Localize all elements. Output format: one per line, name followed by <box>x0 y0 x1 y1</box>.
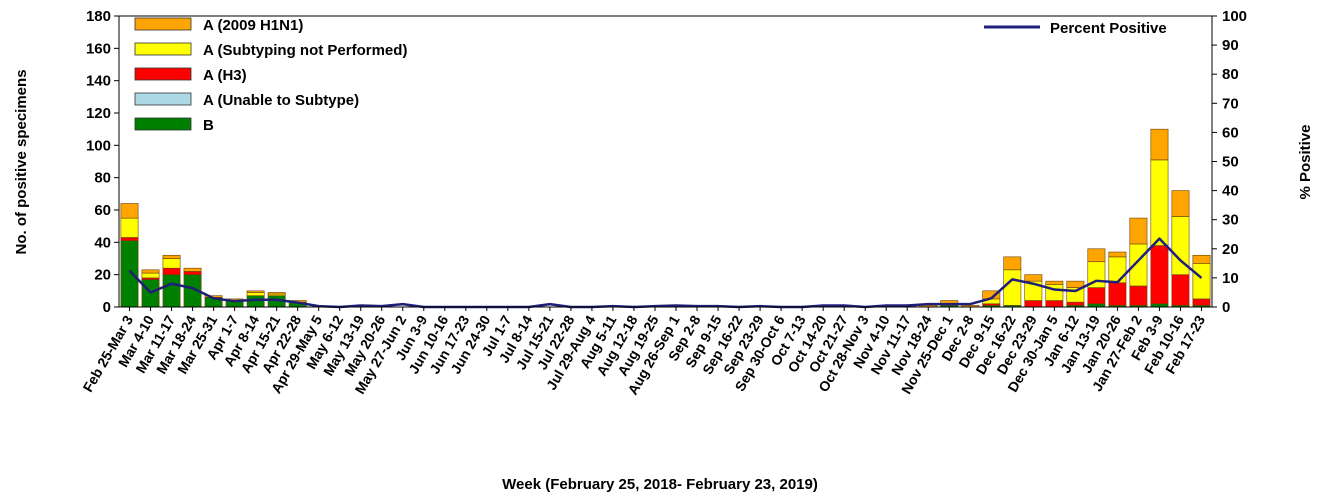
bar-segment <box>183 267 202 272</box>
bar-segment <box>1129 217 1148 245</box>
bar-segment <box>120 240 139 308</box>
bar-segment <box>141 272 160 279</box>
bar-segment <box>183 271 202 275</box>
bar-segment <box>1192 254 1211 264</box>
y-tick-label: 60 <box>94 202 111 219</box>
bar-segment <box>1192 298 1211 306</box>
bar-segment <box>141 269 160 274</box>
bar-segment <box>1192 263 1211 300</box>
legend-swatch <box>134 67 192 81</box>
bar-segment <box>162 274 181 308</box>
legend-swatch <box>134 17 192 31</box>
percent-positive-line-group <box>128 237 1203 309</box>
bar-segment <box>1024 300 1043 308</box>
legend: A (2009 H1N1) A (Subtyping not Performed)… <box>134 17 1167 134</box>
y-tick-label: 80 <box>94 170 111 187</box>
bar-segment <box>267 292 286 295</box>
y2-tick-label: 90 <box>1222 37 1239 54</box>
bar-segment <box>162 267 181 275</box>
bar-segment <box>1108 256 1127 284</box>
legend-label: A (2009 H1N1) <box>203 17 303 34</box>
legend-line-label: Percent Positive <box>1050 20 1167 37</box>
bar-segment <box>1066 280 1085 288</box>
y-axis-title: No. of positive specimens <box>13 69 30 254</box>
legend-swatch <box>134 117 192 131</box>
y2-tick-label: 10 <box>1222 270 1239 287</box>
y-tick-label: 140 <box>86 73 111 90</box>
bar-segment <box>1150 128 1169 161</box>
bar-segment <box>1108 251 1127 258</box>
bar-segment <box>1003 256 1022 271</box>
bar-segment <box>1045 280 1064 285</box>
bar-segment <box>246 292 265 296</box>
y2-tick-label: 70 <box>1222 95 1239 112</box>
bar-segment <box>1150 245 1169 305</box>
y-tick-label: 180 <box>86 8 111 25</box>
y2-tick-label: 40 <box>1222 183 1239 200</box>
y2-tick-label: 60 <box>1222 124 1239 141</box>
bar-segment <box>120 203 139 219</box>
bar-segment <box>162 254 181 259</box>
y2-axis-title: % Positive <box>1297 124 1314 199</box>
y2-tick-label: 0 <box>1222 299 1230 316</box>
bar-segment <box>1087 248 1106 263</box>
bar-segment <box>120 237 139 242</box>
bar-segment <box>162 258 181 269</box>
axes-group: 0 20 40 60 80 100 120 140 160 180 0 10 20 30 40 50 60 70 8… <box>79 8 1247 397</box>
y2-tick-label: 30 <box>1222 212 1239 229</box>
y2-tick-label: 20 <box>1222 241 1239 258</box>
percent-positive-line <box>128 237 1203 309</box>
bar-segment <box>1045 300 1064 308</box>
legend-label: A (Unable to Subtype) <box>203 92 359 109</box>
bar-segment <box>1024 274 1043 282</box>
y-tick-label: 20 <box>94 267 111 284</box>
legend-label: B <box>203 117 214 134</box>
bar-segment <box>246 290 265 293</box>
y2-tick-label: 50 <box>1222 154 1239 171</box>
plot-frame <box>118 15 1213 308</box>
bar-segment <box>1087 287 1106 305</box>
y2-tick-label: 100 <box>1222 8 1247 25</box>
y2-tick-label: 80 <box>1222 66 1239 83</box>
y-tick-label: 100 <box>86 137 111 154</box>
y-tick-label: 120 <box>86 105 111 122</box>
bar-segment <box>1066 301 1085 306</box>
bar-segment <box>1171 190 1190 217</box>
legend-label: A (Subtyping not Performed) <box>203 42 407 59</box>
bar-segment <box>1003 269 1022 306</box>
legend-swatch <box>134 92 192 106</box>
y-tick-label: 160 <box>86 40 111 57</box>
y-tick-label: 40 <box>94 234 111 251</box>
bars-group <box>120 128 1211 308</box>
legend-swatch <box>134 42 192 56</box>
x-axis-title: Week (February 25, 2018- February 23, 20… <box>502 476 818 493</box>
y-tick-label: 0 <box>103 299 111 316</box>
bar-segment <box>1108 282 1127 306</box>
bar-segment <box>1150 159 1169 246</box>
bar-segment <box>1171 274 1190 306</box>
bar-segment <box>120 217 139 238</box>
legend-label: A (H3) <box>203 67 247 84</box>
bar-segment <box>1129 285 1148 306</box>
